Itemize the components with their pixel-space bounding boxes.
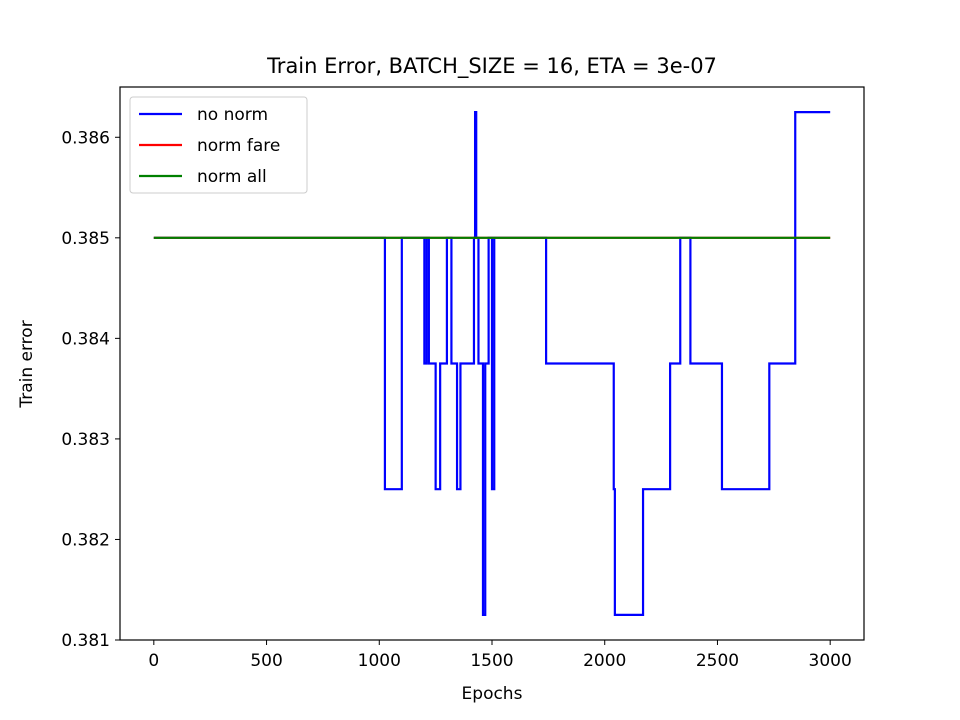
x-tick-label: 500	[250, 651, 282, 671]
legend-label: norm fare	[197, 136, 280, 156]
y-axis-label: Train error	[17, 320, 37, 408]
legend: no norm norm fare norm all	[129, 96, 308, 194]
x-tick-label: 2000	[583, 651, 626, 671]
chart-title: Train Error, BATCH_SIZE = 16, ETA = 3e-0…	[266, 54, 717, 79]
x-axis-label: Epochs	[462, 684, 523, 704]
series-line-no-norm	[153, 111, 831, 616]
y-tick-label: 0.381	[61, 631, 110, 651]
legend-label: no norm	[197, 105, 268, 125]
x-tick-label: 3000	[809, 651, 852, 671]
x-tick-label: 0	[148, 651, 159, 671]
plot-frame	[119, 86, 865, 641]
axis-ticks: 0 500 1000 1500 2000 2500 3000 0.381 0.382 0.383 0…	[61, 128, 851, 671]
y-tick-label: 0.382	[61, 530, 110, 550]
y-tick-label: 0.383	[61, 430, 110, 450]
plot-lines	[153, 111, 831, 616]
x-tick-label: 1000	[358, 651, 401, 671]
x-tick-label: 2500	[696, 651, 739, 671]
y-tick-label: 0.384	[61, 329, 110, 349]
legend-box	[129, 96, 308, 194]
y-tick-label: 0.386	[61, 128, 110, 148]
legend-label: norm all	[197, 167, 267, 187]
x-tick-label: 1500	[470, 651, 513, 671]
y-tick-label: 0.385	[61, 229, 110, 249]
